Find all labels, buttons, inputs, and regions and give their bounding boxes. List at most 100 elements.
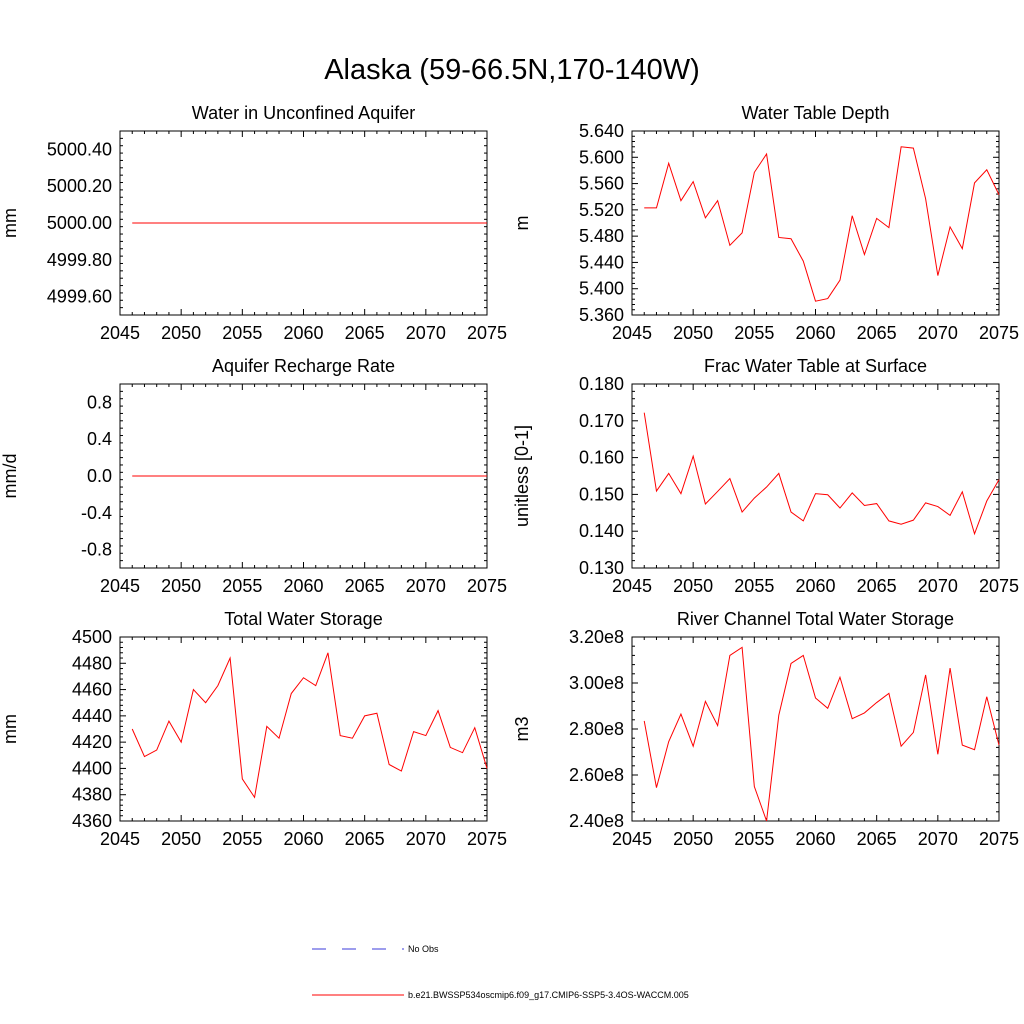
legend-obs-label: No Obs xyxy=(408,944,439,954)
total-water-storage-title: Total Water Storage xyxy=(224,609,382,629)
legend: No Obs b.e21.BWSSP534oscmip6.f09_g17.CMI… xyxy=(312,944,689,1000)
aquifer-water-y-tick-label: 4999.60 xyxy=(47,287,112,307)
water-table-depth-frame xyxy=(631,130,1000,316)
water-table-depth-title: Water Table Depth xyxy=(741,103,889,123)
recharge-rate-x-tick-label: 2050 xyxy=(161,576,201,596)
water-table-depth-y-axis-label: m xyxy=(512,216,532,231)
river-channel-storage-x-tick-label: 2075 xyxy=(979,829,1019,849)
river-channel-storage-x-tick-label: 2055 xyxy=(734,829,774,849)
total-water-storage-y-tick-label: 4400 xyxy=(72,758,112,778)
recharge-rate-y-tick-label: 0.8 xyxy=(87,392,112,412)
aquifer-water-y-tick-label: 5000.00 xyxy=(47,213,112,233)
total-water-storage-frame xyxy=(119,636,488,822)
aquifer-water-y-tick-label: 5000.40 xyxy=(47,139,112,159)
total-water-storage-y-tick-label: 4460 xyxy=(72,680,112,700)
aquifer-water-y-tick-label: 5000.20 xyxy=(47,176,112,196)
frac-water-table-y-tick-label: 0.140 xyxy=(579,521,624,541)
recharge-rate-y-tick-label: 0.0 xyxy=(87,466,112,486)
river-channel-storage-x-tick-label: 2060 xyxy=(795,829,835,849)
total-water-storage-y-tick-label: 4480 xyxy=(72,653,112,673)
water-table-depth-y-tick-label: 5.360 xyxy=(579,305,624,325)
total-water-storage-y-tick-label: 4420 xyxy=(72,732,112,752)
water-table-depth-x-tick-label: 2055 xyxy=(734,323,774,343)
frac-water-table-y-tick-label: 0.170 xyxy=(579,411,624,431)
river-channel-storage-y-tick-label: 2.80e8 xyxy=(569,719,624,739)
aquifer-water-x-tick-label: 2070 xyxy=(406,323,446,343)
total-water-storage-x-tick-label: 2070 xyxy=(406,829,446,849)
water-table-depth-x-tick-label: 2075 xyxy=(979,323,1019,343)
frac-water-table-panel: Frac Water Table at Surface unitless [0-1… xyxy=(512,356,1019,596)
water-table-depth-series-line xyxy=(644,146,1000,302)
recharge-rate-y-axis-label: mm/d xyxy=(0,454,20,499)
frac-water-table-series-line xyxy=(643,412,1000,536)
recharge-rate-y-tick-label: -0.8 xyxy=(81,540,112,560)
frac-water-table-x-tick-label: 2060 xyxy=(795,576,835,596)
aquifer-water-x-tick-label: 2065 xyxy=(345,323,385,343)
frac-water-table-x-tick-label: 2065 xyxy=(857,576,897,596)
water-table-depth-x-tick-label: 2065 xyxy=(857,323,897,343)
frac-water-table-y-tick-label: 0.150 xyxy=(579,484,624,504)
panels-group: Water in Unconfined Aquifer mm 2045 2050 205… xyxy=(0,103,1019,849)
aquifer-water-panel: Water in Unconfined Aquifer mm 2045 2050 205… xyxy=(0,103,507,343)
frac-water-table-y-tick-label: 0.130 xyxy=(579,558,624,578)
water-table-depth-y-tick-label: 5.560 xyxy=(579,174,624,194)
total-water-storage-x-tick-label: 2050 xyxy=(161,829,201,849)
water-table-depth-x-tick-label: 2060 xyxy=(795,323,835,343)
river-channel-storage-title: River Channel Total Water Storage xyxy=(677,609,954,629)
river-channel-storage-y-tick-label: 3.20e8 xyxy=(569,627,624,647)
aquifer-water-x-tick-label: 2075 xyxy=(467,323,507,343)
river-channel-storage-y-axis-label: m3 xyxy=(512,716,532,741)
water-table-depth-y-tick-label: 5.400 xyxy=(579,279,624,299)
river-channel-storage-x-tick-label: 2070 xyxy=(918,829,958,849)
frac-water-table-y-axis-label: unitless [0-1] xyxy=(512,425,532,527)
total-water-storage-y-tick-label: 4440 xyxy=(72,706,112,726)
frac-water-table-title: Frac Water Table at Surface xyxy=(704,356,927,376)
aquifer-water-x-tick-label: 2045 xyxy=(100,323,140,343)
frac-water-table-x-tick-label: 2070 xyxy=(918,576,958,596)
frac-water-table-x-tick-label: 2050 xyxy=(673,576,713,596)
water-table-depth-y-tick-label: 5.600 xyxy=(579,147,624,167)
total-water-storage-x-tick-label: 2045 xyxy=(100,829,140,849)
total-water-storage-y-axis-label: mm xyxy=(0,714,20,744)
aquifer-water-title: Water in Unconfined Aquifer xyxy=(192,103,415,123)
recharge-rate-x-tick-label: 2045 xyxy=(100,576,140,596)
recharge-rate-title: Aquifer Recharge Rate xyxy=(212,356,395,376)
aquifer-water-x-tick-label: 2055 xyxy=(222,323,262,343)
water-table-depth-y-tick-label: 5.440 xyxy=(579,252,624,272)
river-channel-storage-y-tick-label: 2.60e8 xyxy=(569,765,624,785)
recharge-rate-x-tick-label: 2070 xyxy=(406,576,446,596)
total-water-storage-x-tick-label: 2060 xyxy=(283,829,323,849)
water-table-depth-x-tick-label: 2050 xyxy=(673,323,713,343)
total-water-storage-x-tick-label: 2065 xyxy=(345,829,385,849)
water-table-depth-y-tick-label: 5.480 xyxy=(579,226,624,246)
legend-model-label: b.e21.BWSSP534oscmip6.f09_g17.CMIP6-SSP5… xyxy=(408,990,689,1000)
recharge-rate-y-tick-label: 0.4 xyxy=(87,429,112,449)
river-channel-storage-x-tick-label: 2045 xyxy=(612,829,652,849)
river-channel-storage-y-tick-label: 3.00e8 xyxy=(569,673,624,693)
total-water-storage-y-tick-label: 4380 xyxy=(72,785,112,805)
figure-title: Alaska (59-66.5N,170-140W) xyxy=(324,54,700,86)
river-channel-storage-x-tick-label: 2050 xyxy=(673,829,713,849)
aquifer-water-y-tick-label: 4999.80 xyxy=(47,250,112,270)
water-table-depth-panel: Water Table Depth m 2045 2050 2055 2060 2065 20… xyxy=(512,103,1019,343)
recharge-rate-x-tick-label: 2060 xyxy=(283,576,323,596)
water-table-depth-x-tick-label: 2070 xyxy=(918,323,958,343)
recharge-rate-x-tick-label: 2055 xyxy=(222,576,262,596)
river-channel-storage-y-tick-label: 2.40e8 xyxy=(569,811,624,831)
river-channel-storage-x-tick-label: 2065 xyxy=(857,829,897,849)
frac-water-table-x-tick-label: 2055 xyxy=(734,576,774,596)
water-table-depth-y-tick-label: 5.520 xyxy=(579,200,624,220)
total-water-storage-y-tick-label: 4360 xyxy=(72,811,112,831)
water-table-depth-y-tick-label: 5.640 xyxy=(579,121,624,141)
aquifer-water-y-axis-label: mm xyxy=(0,208,20,238)
frac-water-table-y-tick-label: 0.160 xyxy=(579,448,624,468)
aquifer-water-x-tick-label: 2060 xyxy=(283,323,323,343)
frac-water-table-x-tick-label: 2045 xyxy=(612,576,652,596)
total-water-storage-y-tick-label: 4500 xyxy=(72,627,112,647)
aquifer-water-x-tick-label: 2050 xyxy=(161,323,201,343)
total-water-storage-x-tick-label: 2075 xyxy=(467,829,507,849)
frac-water-table-y-tick-label: 0.180 xyxy=(579,374,624,394)
total-water-storage-x-tick-label: 2055 xyxy=(222,829,262,849)
